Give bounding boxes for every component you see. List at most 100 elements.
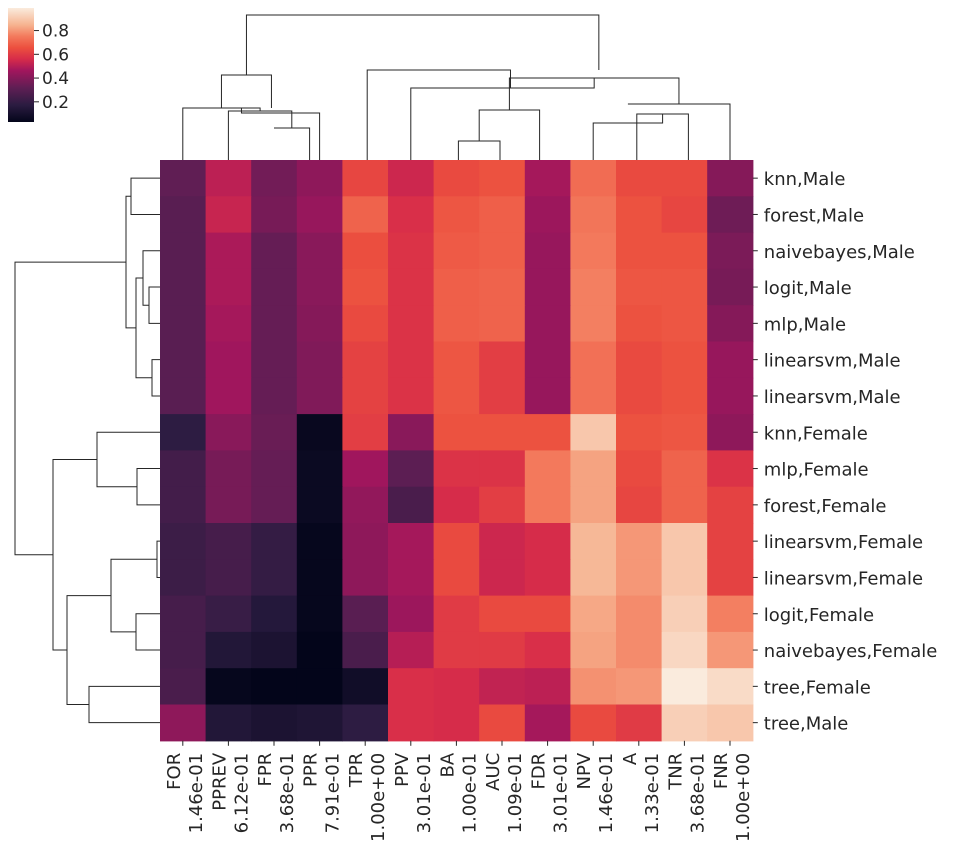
heatmap-cell bbox=[661, 196, 708, 234]
heatmap-cell bbox=[251, 377, 298, 415]
row-label: linearsvm,Male bbox=[764, 351, 901, 372]
heatmap-cell bbox=[524, 305, 571, 343]
heatmap-cell bbox=[388, 450, 435, 488]
row-label: tree,Male bbox=[764, 714, 849, 735]
heatmap-cell bbox=[661, 160, 708, 197]
dendrogram-link bbox=[457, 140, 501, 160]
heatmap-cell bbox=[205, 196, 252, 234]
heatmap-cell bbox=[479, 268, 526, 306]
heatmap-cell bbox=[707, 160, 754, 197]
heatmap-cell bbox=[479, 668, 526, 706]
dendrogram-link bbox=[182, 107, 261, 160]
heatmap-cell bbox=[661, 595, 708, 633]
heatmap-cell bbox=[342, 196, 389, 234]
column-dendrogram bbox=[182, 14, 731, 160]
heatmap-cell bbox=[570, 305, 617, 343]
heatmap-cell bbox=[160, 595, 207, 633]
heatmap-cell bbox=[342, 486, 389, 524]
dendrogram-link bbox=[156, 540, 160, 578]
heatmap-cell bbox=[205, 414, 252, 451]
heatmap-cell bbox=[707, 559, 754, 597]
heatmap-cell bbox=[251, 232, 298, 270]
heatmap-cell bbox=[479, 305, 526, 343]
heatmap-cell bbox=[251, 450, 298, 488]
heatmap-cell bbox=[342, 631, 389, 669]
heatmap-cell bbox=[524, 377, 571, 415]
heatmap-cell bbox=[479, 450, 526, 488]
heatmap-cell bbox=[707, 414, 754, 451]
heatmap-cell bbox=[707, 486, 754, 524]
heatmap-cell bbox=[296, 232, 343, 270]
heatmap-cell bbox=[342, 341, 389, 379]
heatmap-cell bbox=[160, 196, 207, 234]
dendrogram-link bbox=[88, 685, 160, 724]
heatmap-cell bbox=[342, 595, 389, 633]
heatmap-cell bbox=[616, 268, 663, 306]
dendrogram-link bbox=[274, 127, 311, 160]
heatmap-cell bbox=[616, 704, 663, 742]
column-label: AUC1.09e-01 bbox=[483, 753, 526, 834]
heatmap-cell bbox=[707, 668, 754, 706]
heatmap-cell bbox=[616, 232, 663, 270]
heatmap-cell bbox=[616, 668, 663, 706]
row-label: linearsvm,Female bbox=[764, 568, 923, 589]
heatmap-cell bbox=[251, 268, 298, 306]
heatmap-cell bbox=[251, 631, 298, 669]
heatmap-cell bbox=[433, 414, 480, 451]
dendrogram-link bbox=[14, 261, 126, 556]
heatmap-cell bbox=[251, 341, 298, 379]
colorbar-tick-label: 0.2 bbox=[42, 93, 69, 113]
column-label: FPR3.68e-01 bbox=[255, 753, 298, 834]
dendrogram-link bbox=[96, 431, 160, 488]
dendrogram-link bbox=[410, 78, 595, 160]
heatmap-cell bbox=[388, 414, 435, 451]
heatmap-cell bbox=[205, 305, 252, 343]
row-label: mlp,Female bbox=[764, 460, 869, 481]
heatmap-cell bbox=[160, 305, 207, 343]
colorbar-tick-label: 0.6 bbox=[42, 45, 69, 65]
heatmap-cell bbox=[479, 341, 526, 379]
dendrogram-link bbox=[220, 74, 272, 108]
heatmap-cell bbox=[342, 668, 389, 706]
heatmap-cell bbox=[296, 305, 343, 343]
row-label: linearsvm,Male bbox=[764, 387, 901, 408]
heatmap-cell bbox=[296, 704, 343, 742]
heatmap-cell bbox=[570, 631, 617, 669]
heatmap-cell bbox=[296, 668, 343, 706]
heatmap-cell bbox=[160, 414, 207, 451]
heatmap-cell bbox=[205, 631, 252, 669]
heatmap-cell bbox=[388, 305, 435, 343]
colorbar-gradient bbox=[8, 8, 34, 122]
heatmap-cell bbox=[433, 559, 480, 597]
heatmap-cell bbox=[160, 631, 207, 669]
heatmap-cell bbox=[661, 377, 708, 415]
heatmap-cell bbox=[388, 341, 435, 379]
row-label: naivebayes,Male bbox=[764, 242, 915, 263]
heatmap-cell bbox=[160, 450, 207, 488]
row-label: forest,Female bbox=[764, 496, 887, 517]
heatmap-cell bbox=[661, 414, 708, 451]
heatmap-cell bbox=[296, 631, 343, 669]
heatmap-cell bbox=[524, 704, 571, 742]
heatmap-cell bbox=[160, 232, 207, 270]
heatmap-cell bbox=[251, 160, 298, 197]
heatmap-cell bbox=[388, 668, 435, 706]
heatmap-cell bbox=[205, 595, 252, 633]
dendrogram-link bbox=[135, 277, 152, 379]
heatmap-cell bbox=[251, 305, 298, 343]
heatmap-cell bbox=[524, 631, 571, 669]
heatmap-cell bbox=[296, 268, 343, 306]
column-label: A1.33e-01 bbox=[620, 752, 663, 833]
heatmap-cell bbox=[388, 160, 435, 197]
heatmap-cell bbox=[433, 196, 480, 234]
column-label: FNR1.00e+00 bbox=[711, 753, 754, 842]
heatmap-cell bbox=[479, 160, 526, 197]
heatmap-cell bbox=[433, 486, 480, 524]
column-label: FOR1.46e-01 bbox=[164, 753, 207, 834]
heatmap-cell bbox=[661, 341, 708, 379]
column-label: NPV1.46e-01 bbox=[574, 752, 617, 833]
heatmap-cell bbox=[388, 486, 435, 524]
heatmap-cell bbox=[661, 523, 708, 560]
heatmap-cell bbox=[342, 160, 389, 197]
heatmap-cell bbox=[342, 268, 389, 306]
